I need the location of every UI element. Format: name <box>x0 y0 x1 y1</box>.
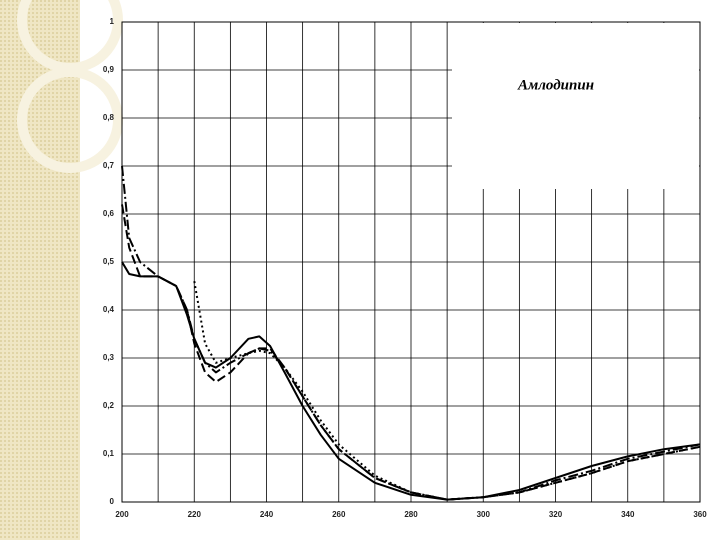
y-tick-label: 0,6 <box>103 209 115 218</box>
y-tick-label: 0 <box>110 497 115 506</box>
y-tick-label: 0,9 <box>103 65 115 74</box>
y-tick-label: 0,4 <box>103 305 115 314</box>
y-tick-label: 0,3 <box>103 353 115 362</box>
x-tick-label: 320 <box>549 510 563 519</box>
y-tick-label: 0,8 <box>103 113 115 122</box>
series-line <box>121 165 701 501</box>
y-tick-label: 0,5 <box>103 257 115 266</box>
x-tick-label: 300 <box>477 510 491 519</box>
x-tick-label: 200 <box>115 510 129 519</box>
x-tick-label: 280 <box>404 510 418 519</box>
annotation: Амлодипин <box>517 77 594 93</box>
label-box <box>452 23 699 189</box>
y-tick-label: 0,7 <box>103 161 115 170</box>
x-tick-label: 240 <box>260 510 274 519</box>
decor-ring <box>17 0 123 73</box>
y-tick-label: 0,1 <box>103 449 115 458</box>
decor-stripe <box>0 0 80 540</box>
y-tick-label: 1 <box>110 17 115 26</box>
y-tick-label: 0,2 <box>103 401 115 410</box>
x-tick-label: 340 <box>621 510 635 519</box>
x-tick-label: 260 <box>332 510 346 519</box>
x-tick-label: 220 <box>188 510 202 519</box>
x-tick-label: 360 <box>693 510 707 519</box>
series-line <box>193 281 701 501</box>
